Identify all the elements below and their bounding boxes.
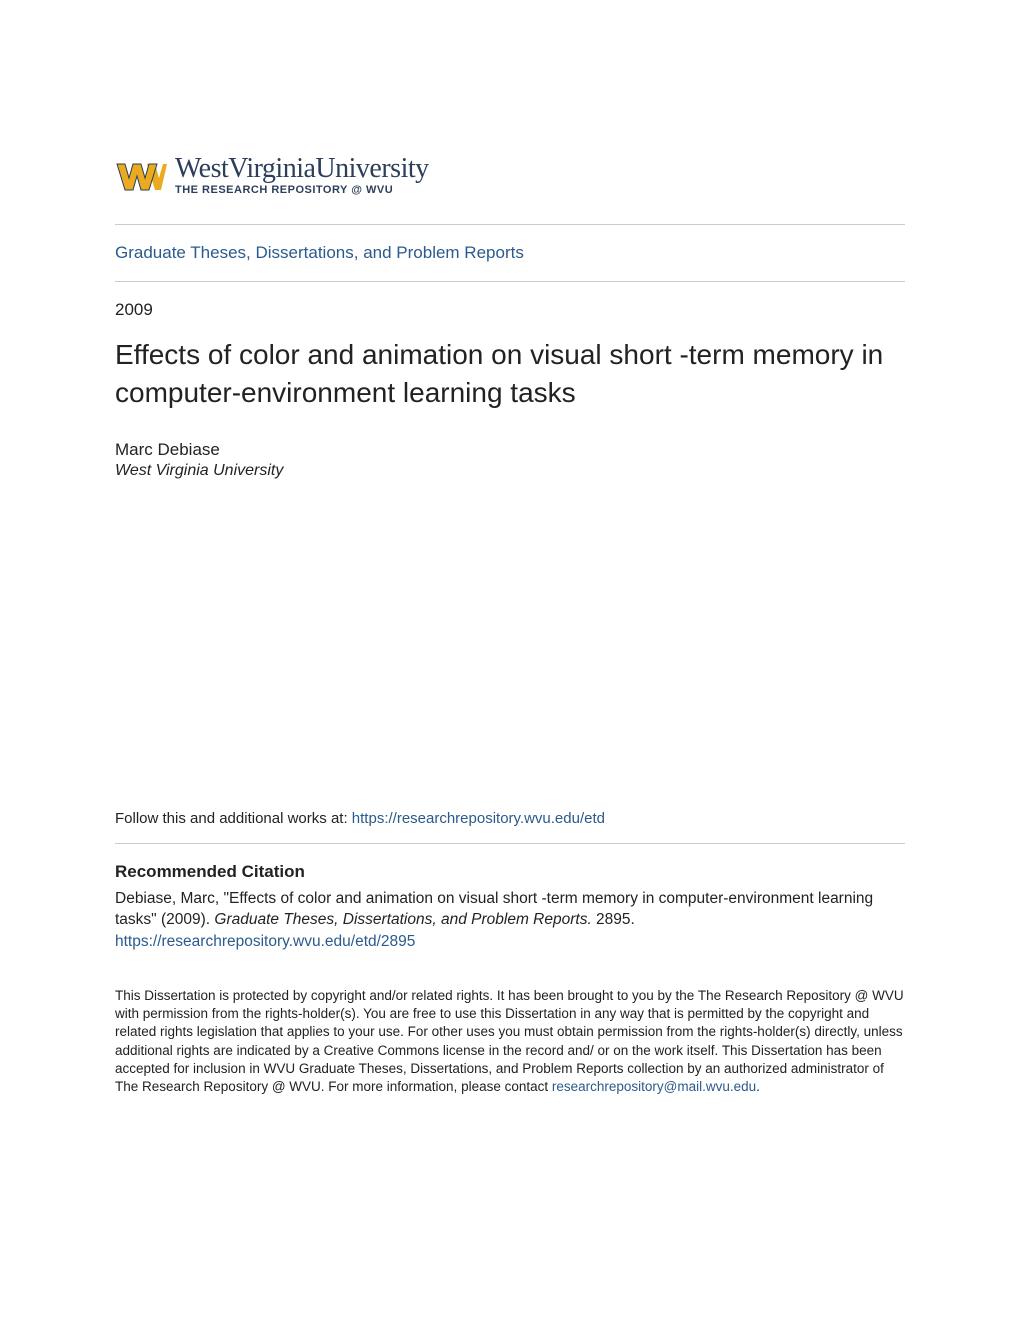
follow-url-link[interactable]: https://researchrepository.wvu.edu/etd <box>352 810 605 827</box>
repository-tagline: THE RESEARCH REPOSITORY @ WVU <box>175 185 429 196</box>
citation-part2: 2895. <box>592 911 635 928</box>
university-name-part2: University <box>315 153 428 184</box>
vertical-spacer <box>115 480 905 810</box>
wv-flying-logo-icon <box>115 156 167 196</box>
citation-italic: Graduate Theses, Dissertations, and Prob… <box>214 911 591 928</box>
citation-url-link[interactable]: https://researchrepository.wvu.edu/etd/2… <box>115 933 905 951</box>
rights-statement: This Dissertation is protected by copyri… <box>115 987 905 1096</box>
logo-text: WestVirginiaUniversity THE RESEARCH REPO… <box>175 155 429 196</box>
follow-works-line: Follow this and additional works at: htt… <box>115 810 905 827</box>
publication-year: 2009 <box>115 300 905 320</box>
rights-part1: This Dissertation is protected by copyri… <box>115 988 904 1094</box>
author-name: Marc Debiase <box>115 440 905 460</box>
collection-link[interactable]: Graduate Theses, Dissertations, and Prob… <box>115 225 905 281</box>
university-name-part1: WestVirginia <box>175 153 315 184</box>
institution-logo: WestVirginiaUniversity THE RESEARCH REPO… <box>115 155 905 196</box>
contact-email-link[interactable]: researchrepository@mail.wvu.edu <box>552 1079 756 1094</box>
document-title: Effects of color and animation on visual… <box>115 336 905 412</box>
citation-text: Debiase, Marc, "Effects of color and ani… <box>115 888 905 931</box>
divider <box>115 843 905 844</box>
follow-prefix: Follow this and additional works at: <box>115 810 352 827</box>
rights-part2: . <box>756 1079 760 1094</box>
divider <box>115 281 905 282</box>
university-name: WestVirginiaUniversity <box>175 155 429 183</box>
author-affiliation: West Virginia University <box>115 462 905 480</box>
citation-heading: Recommended Citation <box>115 862 905 882</box>
